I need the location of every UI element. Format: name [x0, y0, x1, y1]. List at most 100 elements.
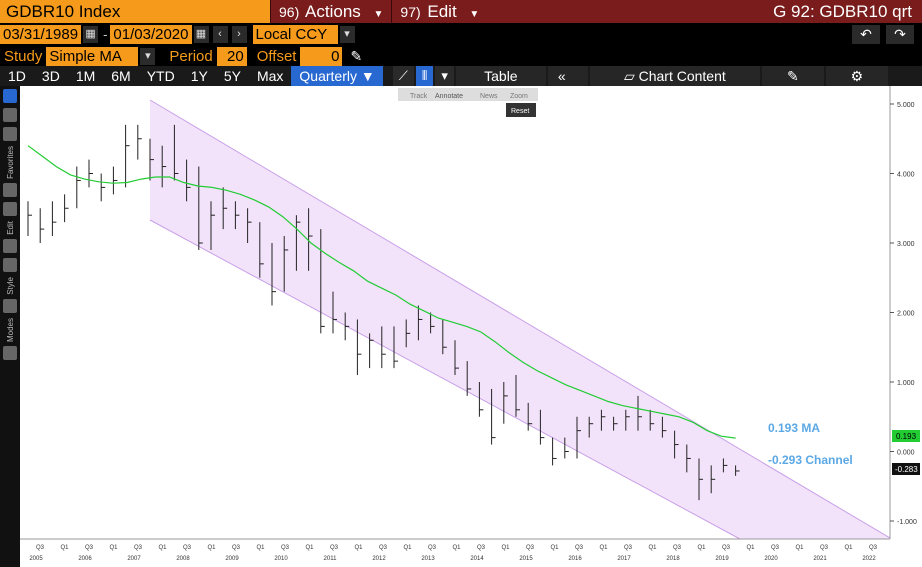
- chevron-down-icon[interactable]: ▾: [435, 66, 454, 86]
- y-tick-label: 1.000: [897, 380, 915, 387]
- news-tool[interactable]: News: [480, 93, 498, 100]
- chart-content-label: Chart Content: [638, 68, 726, 84]
- line-chart-icon[interactable]: ⟋: [392, 66, 414, 86]
- line-tool-icon[interactable]: [3, 182, 17, 197]
- x-quarter-label: Q3: [85, 545, 94, 551]
- channel-upper-line: [149, 99, 891, 539]
- channel-lower-line: [149, 219, 741, 540]
- ohlc-bar: [503, 382, 508, 424]
- x-year-label: 2013: [421, 556, 435, 562]
- annotate-tool[interactable]: Annotate: [435, 93, 463, 100]
- cursor-icon[interactable]: [3, 89, 17, 103]
- x-quarter-label: Q3: [281, 545, 290, 551]
- range-1m[interactable]: 1M: [75, 68, 96, 84]
- range-3d[interactable]: 3D: [41, 68, 60, 84]
- x-quarter-label: Q1: [158, 545, 167, 551]
- ohlc-bar: [369, 333, 374, 369]
- study-select[interactable]: Simple MA: [46, 46, 139, 66]
- text-icon[interactable]: [3, 127, 17, 141]
- pencil-icon[interactable]: ✎: [350, 47, 363, 64]
- ohlc-bar: [295, 215, 301, 271]
- x-quarter-label: Q3: [722, 545, 731, 551]
- x-quarter-label: Q1: [795, 545, 804, 551]
- ohlc-bar: [259, 222, 264, 278]
- range-6m[interactable]: 6M: [111, 68, 131, 84]
- ohlc-bar: [417, 305, 423, 341]
- ohlc-bar: [125, 124, 130, 188]
- mode-tool-icon[interactable]: [3, 345, 17, 360]
- chevron-down-icon[interactable]: ▾: [140, 47, 156, 65]
- ohlc-bar: [637, 395, 642, 431]
- frequency-select[interactable]: Quarterly ▼: [291, 66, 383, 86]
- table-button[interactable]: Table: [455, 66, 546, 86]
- delete-tool-icon[interactable]: [3, 257, 17, 272]
- ohlc-bar: [613, 416, 618, 431]
- range-5y[interactable]: 5Y: [223, 68, 241, 84]
- zoom-tool[interactable]: Zoom: [510, 93, 528, 100]
- range-1y[interactable]: 1Y: [190, 68, 208, 84]
- redo-icon[interactable]: ↷: [886, 24, 914, 44]
- date-separator: -: [103, 26, 108, 42]
- favorites-section-label: Favorites: [5, 146, 15, 179]
- ohlc-bar: [454, 340, 459, 376]
- fib-tool-icon[interactable]: [3, 201, 17, 216]
- ohlc-bar: [161, 145, 167, 188]
- y-tick-label: 3.000: [897, 241, 915, 248]
- bar-chart-icon[interactable]: ⫴: [415, 66, 434, 86]
- range-ytd[interactable]: YTD: [146, 68, 175, 84]
- chevron-down-icon[interactable]: ▾: [339, 25, 355, 43]
- x-quarter-label: Q1: [501, 545, 510, 551]
- ticker-field[interactable]: GDBR10 Index: [0, 0, 270, 23]
- calendar-icon[interactable]: ▦: [83, 25, 99, 43]
- x-quarter-label: Q3: [477, 545, 486, 551]
- ohlc-bar: [466, 361, 472, 396]
- ohlc-bar: [588, 416, 594, 438]
- period-field[interactable]: 20: [216, 46, 247, 66]
- ohlc-bar: [661, 416, 667, 438]
- draw-icon[interactable]: [3, 108, 17, 122]
- collapse-icon[interactable]: «: [547, 66, 588, 86]
- study-bar: Study Simple MA ▾ Period 20 Offset 0 ✎: [0, 46, 922, 66]
- range-1d[interactable]: 1D: [8, 68, 26, 84]
- style-section-label: Style: [5, 276, 15, 295]
- price-badge: [892, 463, 920, 475]
- title-bar: GDBR10 Index 96) Actions ▼ 97) Edit ▼ G …: [0, 0, 922, 23]
- color-tool-icon[interactable]: [3, 298, 17, 313]
- start-date-field[interactable]: 03/31/1989: [0, 24, 82, 44]
- price-chart[interactable]: Track Annotate News Zoom Reset 5.000 4.00…: [20, 86, 922, 567]
- edit-menu[interactable]: 97) Edit ▼: [391, 0, 506, 23]
- offset-field[interactable]: 0: [300, 46, 343, 66]
- chart-content-button[interactable]: ▱ Chart Content: [589, 66, 760, 86]
- ohlc-bar: [564, 437, 569, 459]
- reset-button[interactable]: Reset: [511, 108, 529, 115]
- currency-select[interactable]: Local CCY: [252, 24, 338, 44]
- undo-icon[interactable]: ↶: [852, 24, 880, 44]
- track-tool[interactable]: Track: [410, 93, 428, 100]
- shape-tool-icon[interactable]: [3, 238, 17, 253]
- x-year-label: 2015: [519, 556, 533, 562]
- y-tick-label: 4.000: [897, 172, 915, 179]
- x-quarter-label: Q1: [844, 545, 853, 551]
- end-date-field[interactable]: 01/03/2020: [110, 24, 192, 44]
- edit-icon[interactable]: ✎: [761, 66, 824, 86]
- x-year-label: 2010: [274, 556, 288, 562]
- y-tick-label: 5.000: [897, 102, 915, 109]
- moving-average-line: [27, 145, 736, 439]
- x-quarter-label: Q1: [746, 545, 755, 551]
- x-year-label: 2017: [617, 556, 631, 562]
- y-tick-label: 0.000: [897, 450, 915, 457]
- ohlc-bar: [515, 375, 520, 417]
- ohlc-bar: [64, 194, 69, 223]
- price-badge-text: -0.283: [895, 465, 918, 474]
- range-max[interactable]: Max: [256, 68, 284, 84]
- ohlc-bar: [112, 166, 118, 195]
- ohlc-bar: [539, 409, 545, 445]
- next-arrow-icon[interactable]: ›: [231, 25, 247, 43]
- ohlc-bar: [247, 208, 252, 243]
- left-toolbar: Favorites Edit Style Modes: [0, 86, 20, 567]
- gear-icon[interactable]: ⚙: [825, 66, 888, 86]
- ohlc-bar: [491, 388, 496, 445]
- calendar-icon[interactable]: ▦: [193, 25, 209, 43]
- actions-menu[interactable]: 96) Actions ▼: [270, 0, 391, 23]
- prev-arrow-icon[interactable]: ‹: [212, 25, 228, 43]
